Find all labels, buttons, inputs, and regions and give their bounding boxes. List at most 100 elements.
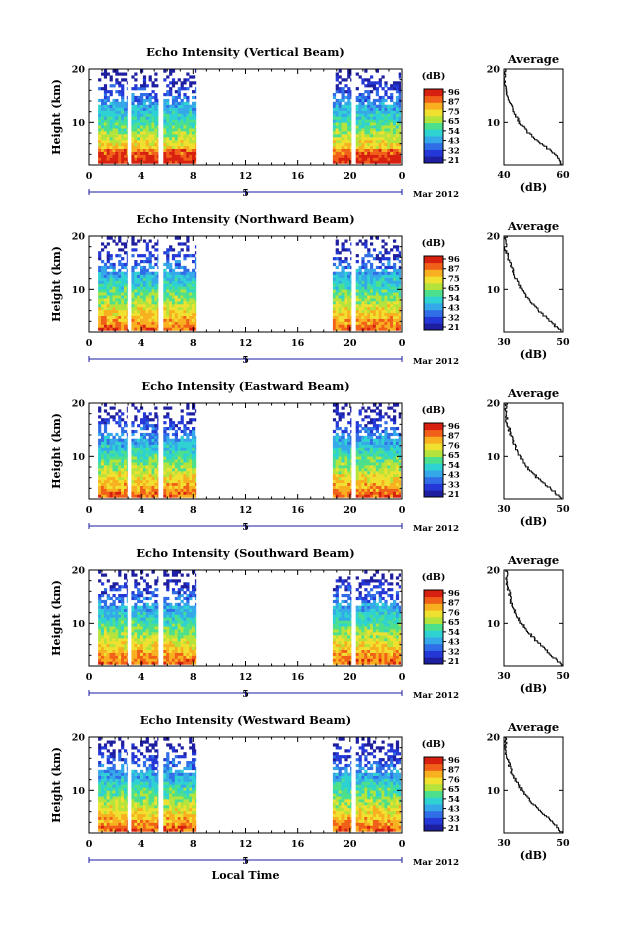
heatmap-cell <box>131 618 134 621</box>
heatmap-cell <box>110 125 113 128</box>
heatmap-cell <box>373 453 376 456</box>
heatmap-cell <box>131 75 134 78</box>
heatmap-cell <box>110 415 113 418</box>
heatmap-cell <box>356 158 359 161</box>
heatmap-cell <box>149 448 152 451</box>
heatmap-cell <box>379 99 382 102</box>
heatmap-cell <box>195 114 196 117</box>
heatmap-cell <box>361 448 364 451</box>
heatmap-cell <box>149 96 152 99</box>
heatmap-cell <box>127 143 128 146</box>
heatmap-cell <box>342 289 345 292</box>
heatmap-cell <box>361 313 364 316</box>
heatmap-cell <box>396 90 399 93</box>
heatmap-cell <box>152 137 155 140</box>
heatmap-cell <box>154 477 157 480</box>
heatmap-cell <box>157 257 158 260</box>
heatmap-cell <box>140 278 143 281</box>
heatmap-cell <box>393 295 396 298</box>
heatmap-cell <box>134 585 137 588</box>
heatmap-cell <box>384 137 387 140</box>
heatmap-cell <box>115 73 118 76</box>
heatmap-cell <box>379 445 382 448</box>
heatmap-cell <box>370 448 373 451</box>
heatmap-cell <box>127 433 128 436</box>
heatmap-cell <box>376 418 379 421</box>
heatmap-cell <box>333 409 336 412</box>
heatmap-cell <box>143 131 146 134</box>
heatmap-cell <box>113 609 116 612</box>
heatmap-cell <box>110 474 113 477</box>
heatmap-cell <box>131 451 134 454</box>
heatmap-cell <box>149 433 152 436</box>
heatmap-cell <box>134 295 137 298</box>
heatmap-cell <box>382 125 385 128</box>
heatmap-cell <box>336 158 339 161</box>
heatmap-cell <box>104 75 107 78</box>
heatmap-cell <box>181 134 184 137</box>
heatmap-cell <box>113 111 116 114</box>
heatmap-cell <box>390 301 393 304</box>
heatmap-cell <box>181 275 184 278</box>
heatmap-cell <box>146 319 149 322</box>
heatmap-cell <box>344 146 347 149</box>
heatmap-cell <box>364 322 367 325</box>
heatmap-cell <box>347 421 350 424</box>
heatmap-cell <box>336 310 339 313</box>
heatmap-cell <box>175 319 178 322</box>
heatmap-cell <box>104 152 107 155</box>
heatmap-cell <box>118 585 121 588</box>
heatmap-cell <box>110 278 113 281</box>
heatmap-cell <box>101 316 104 319</box>
heatmap-cell <box>107 237 110 240</box>
heatmap-cell <box>131 292 134 295</box>
heatmap-cell <box>124 448 127 451</box>
heatmap-cell <box>172 257 175 260</box>
heatmap-cell <box>124 594 127 597</box>
heatmap-cell <box>152 427 155 430</box>
heatmap-cell <box>393 328 396 331</box>
heatmap-cell <box>356 295 359 298</box>
heatmap-cell <box>163 322 166 325</box>
heatmap-cell <box>183 266 186 269</box>
heatmap-cell <box>356 486 359 489</box>
heatmap-cell <box>127 108 128 111</box>
heatmap-cell <box>181 149 184 152</box>
heatmap-cell <box>115 158 118 161</box>
heatmap-cell <box>379 471 382 474</box>
heatmap-cell <box>396 269 399 272</box>
heatmap-cell <box>344 451 347 454</box>
average-y-tick-label: 20 <box>487 232 501 243</box>
heatmap-cell <box>154 310 157 313</box>
heatmap-cell <box>370 140 373 143</box>
heatmap-cell <box>172 278 175 281</box>
heatmap-cell <box>396 486 399 489</box>
heatmap-cell <box>336 492 339 495</box>
heatmap-cell <box>333 301 336 304</box>
heatmap-cell <box>124 582 127 585</box>
heatmap-cell <box>195 87 196 90</box>
heatmap-cell <box>124 462 127 465</box>
heatmap-cell <box>399 102 401 105</box>
heatmap-cell <box>379 292 382 295</box>
heatmap-cell <box>370 117 373 120</box>
heatmap-cell <box>382 114 385 117</box>
heatmap-cell <box>342 465 345 468</box>
heatmap-cell <box>382 289 385 292</box>
heatmap-cell <box>107 286 110 289</box>
heatmap-cell <box>115 292 118 295</box>
heatmap-cell <box>121 119 124 122</box>
heatmap-cell <box>140 87 143 90</box>
heatmap-cell <box>140 155 143 158</box>
heatmap-cell <box>379 84 382 87</box>
heatmap-cell <box>163 439 166 442</box>
heatmap-cell <box>373 448 376 451</box>
heatmap-cell <box>393 286 396 289</box>
heatmap-cell <box>390 99 393 102</box>
heatmap-cell <box>387 272 390 275</box>
heatmap-cell <box>121 662 124 665</box>
heatmap-cell <box>140 436 143 439</box>
heatmap-cell <box>181 313 184 316</box>
heatmap-cell <box>344 281 347 284</box>
heatmap-cell <box>118 638 121 641</box>
